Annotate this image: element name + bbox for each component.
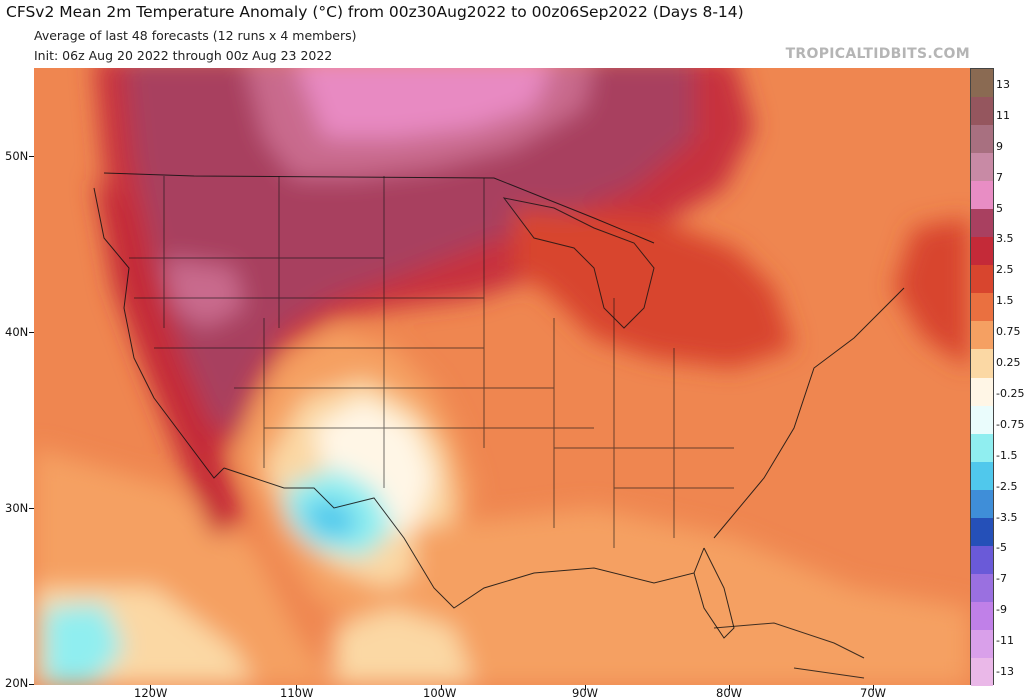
chart-title: CFSv2 Mean 2m Temperature Anomaly (°C) f… [6, 3, 744, 21]
lon-tick [441, 685, 442, 690]
colorbar-segment [971, 517, 993, 547]
colorbar-segment [971, 545, 993, 575]
colorbar-segment [971, 433, 993, 463]
colorbar-segment [971, 181, 993, 210]
colorbar-label: 0.75 [996, 325, 1021, 339]
colorbar-segment [971, 377, 993, 407]
lon-label-110w: 110W [280, 686, 314, 700]
colorbar-segment [971, 461, 993, 491]
lon-label-70w: 70W [860, 686, 887, 700]
colorbar-label: 5 [996, 201, 1003, 215]
lon-tick [150, 685, 151, 690]
west-coast [93, 187, 225, 479]
colorbar-segment [971, 125, 993, 154]
colorbar-label: -2.5 [996, 479, 1018, 493]
colorbar-label: 3.5 [996, 232, 1014, 246]
colorbar-label: -7 [996, 572, 1007, 586]
colorbar-segment [971, 265, 993, 294]
colorbar-label: -1.5 [996, 448, 1018, 462]
colorbar-label: -0.75 [996, 417, 1024, 431]
colorbar-label: 1.5 [996, 294, 1014, 308]
lat-tick [29, 684, 34, 685]
lon-tick [296, 685, 297, 690]
colorbar-segment [971, 405, 993, 435]
colorbar-segment [971, 69, 993, 98]
colorbar-label: -3.5 [996, 510, 1018, 524]
lon-tick [585, 685, 586, 690]
florida [693, 547, 735, 639]
colorbar-segment [971, 573, 993, 603]
lon-label-80w: 80W [716, 686, 743, 700]
us-canada-border [103, 172, 655, 244]
colorbar-segment [971, 657, 993, 687]
colorbar-segment [971, 237, 993, 266]
great-lakes [502, 197, 655, 329]
lon-label-100w: 100W [423, 686, 457, 700]
colorbar-segment [971, 489, 993, 519]
anomaly-map[interactable] [34, 68, 970, 685]
map-canvas [34, 68, 970, 685]
colorbar-segment [971, 293, 993, 322]
lat-label-40n: 40N [5, 325, 29, 339]
colorbar-segment [971, 97, 993, 126]
caribbean-islands [713, 622, 865, 679]
colorbar-label: 0.25 [996, 356, 1021, 370]
state-lines [129, 176, 734, 548]
lon-label-90w: 90W [572, 686, 599, 700]
lat-label-20n: 20N [5, 676, 29, 690]
colorbar-label: -0.25 [996, 386, 1024, 400]
us-mexico-gulf [223, 467, 705, 609]
colorbar-label: -9 [996, 603, 1007, 617]
colorbar-label: 9 [996, 139, 1003, 153]
colorbar-label: -5 [996, 541, 1007, 555]
lat-tick [29, 156, 34, 157]
lat-tick [29, 508, 34, 509]
site-credit: TROPICALTIDBITS.COM [785, 46, 970, 62]
colorbar-segment [971, 321, 993, 350]
colorbar-segment [971, 209, 993, 238]
lon-tick [729, 685, 730, 690]
lat-tick [29, 332, 34, 333]
lon-tick [873, 685, 874, 690]
subtitle-init: Init: 06z Aug 20 2022 through 00z Aug 23… [34, 48, 333, 63]
borders [93, 172, 905, 679]
lon-label-120w: 120W [134, 686, 168, 700]
colorbar-label: -11 [996, 634, 1014, 648]
colorbar [970, 68, 994, 687]
colorbar-segment [971, 601, 993, 631]
colorbar-segment [971, 629, 993, 659]
lat-label-50n: 50N [5, 149, 29, 163]
lat-label-30n: 30N [5, 501, 29, 515]
colorbar-label: -13 [996, 665, 1014, 678]
colorbar-label: 2.5 [996, 263, 1014, 277]
colorbar-label: 11 [996, 108, 1010, 122]
east-coast [713, 287, 905, 539]
colorbar-label: 7 [996, 170, 1003, 184]
anomaly-field [34, 68, 970, 685]
colorbar-segment [971, 153, 993, 182]
colorbar-segment [971, 349, 993, 378]
colorbar-label: 13 [996, 78, 1010, 91]
subtitle-forecasts: Average of last 48 forecasts (12 runs x … [34, 28, 357, 43]
